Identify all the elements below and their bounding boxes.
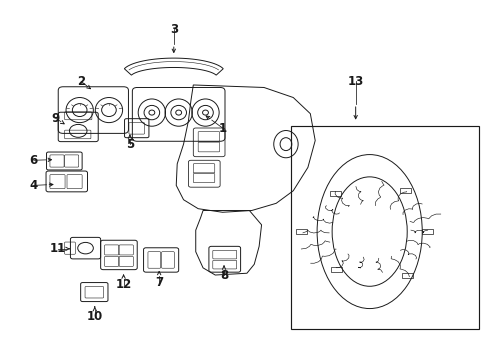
Text: 11: 11 <box>50 242 66 255</box>
Text: 5: 5 <box>125 138 134 150</box>
Text: 4: 4 <box>30 179 38 192</box>
Text: 9: 9 <box>52 112 60 125</box>
Text: 2: 2 <box>77 75 85 88</box>
Text: 6: 6 <box>30 154 38 167</box>
Text: 13: 13 <box>347 75 363 88</box>
Text: 12: 12 <box>115 278 131 291</box>
Text: 8: 8 <box>220 269 228 282</box>
Text: 3: 3 <box>169 23 178 36</box>
Bar <box>290 126 478 329</box>
Text: 10: 10 <box>86 310 102 324</box>
Text: 1: 1 <box>218 122 226 135</box>
Text: 7: 7 <box>155 276 163 289</box>
